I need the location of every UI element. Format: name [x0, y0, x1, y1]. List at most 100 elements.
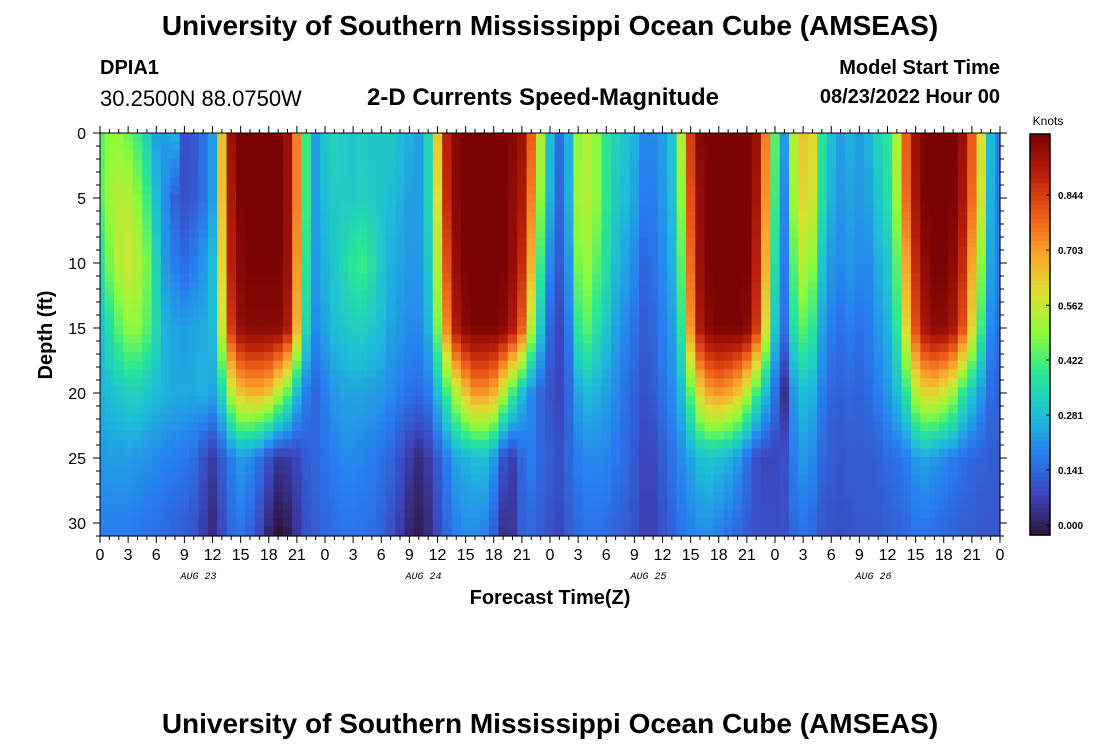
heatmap-cell [939, 413, 950, 423]
heatmap-cell [442, 194, 453, 204]
heatmap-cell [498, 430, 509, 441]
heatmap-cell [920, 229, 931, 239]
heatmap-cell [573, 492, 584, 502]
heatmap-cell [198, 509, 209, 520]
heatmap-cell [995, 369, 1001, 379]
heatmap-cell [254, 369, 265, 379]
heatmap-cell [282, 387, 293, 397]
heatmap-cell [142, 246, 153, 257]
heatmap-cell [957, 360, 968, 371]
heatmap-cell [479, 404, 490, 414]
heatmap-cell [639, 133, 650, 143]
heatmap-cell [920, 395, 931, 406]
heatmap-cell [629, 194, 640, 204]
heatmap-cell [704, 422, 715, 432]
heatmap-cell [807, 238, 818, 248]
colorbar-swatch [1030, 454, 1050, 460]
heatmap-cell [657, 343, 668, 353]
heatmap-cell [348, 203, 359, 213]
heatmap-cell [329, 457, 340, 467]
heatmap-cell [385, 334, 396, 344]
heatmap-cell [779, 395, 790, 406]
heatmap-cell [892, 211, 903, 222]
heatmap-cell [245, 281, 256, 292]
heatmap-cell [770, 316, 781, 327]
heatmap-cell [892, 465, 903, 476]
heatmap-cell [545, 133, 556, 143]
heatmap-cell [348, 141, 359, 152]
heatmap-cell [676, 281, 687, 292]
heatmap-cell [132, 492, 143, 502]
heatmap-cell [114, 264, 125, 274]
heatmap-cell [310, 194, 321, 204]
heatmap-cell [479, 483, 490, 493]
heatmap-cell [976, 255, 987, 266]
heatmap-cell [100, 422, 106, 432]
heatmap-cell [507, 448, 518, 458]
heatmap-cell [835, 203, 846, 213]
heatmap-cell [704, 194, 715, 204]
colorbar-swatch [1030, 441, 1050, 447]
heatmap-cell [414, 492, 425, 502]
heatmap-cell [882, 290, 893, 301]
heatmap-cell [639, 334, 650, 344]
heatmap-cell [723, 255, 734, 266]
heatmap-cell [657, 211, 668, 222]
heatmap-cell [470, 430, 481, 441]
heatmap-cell [901, 500, 912, 511]
heatmap-cell [301, 483, 312, 493]
heatmap-cell [592, 474, 603, 485]
heatmap-cell [339, 439, 350, 449]
heatmap-cell [217, 290, 228, 301]
heatmap-cell [948, 246, 959, 257]
heatmap-cell [310, 483, 321, 493]
heatmap-cell [376, 316, 387, 327]
heatmap-cell [104, 474, 115, 485]
heatmap-cell [732, 159, 743, 169]
heatmap-cell [498, 255, 509, 266]
heatmap-cell [329, 220, 340, 230]
heatmap-cell [104, 343, 115, 353]
heatmap-cell [226, 518, 237, 528]
heatmap-cell [151, 518, 162, 528]
heatmap-cell [282, 518, 293, 528]
heatmap-cell [582, 159, 593, 169]
heatmap-cell [732, 246, 743, 257]
heatmap-cell [985, 492, 996, 502]
heatmap-cell [592, 527, 603, 537]
heatmap-cell [282, 264, 293, 274]
heatmap-cell [292, 290, 303, 301]
heatmap-cell [517, 430, 528, 441]
heatmap-cell [854, 413, 865, 423]
heatmap-cell [985, 352, 996, 362]
heatmap-cell [939, 211, 950, 222]
heatmap-cell [132, 229, 143, 239]
heatmap-cell [985, 422, 996, 432]
heatmap-cell [985, 168, 996, 178]
heatmap-cell [854, 290, 865, 301]
heatmap-cell [189, 133, 200, 143]
colorbar-swatch [1030, 307, 1050, 313]
heatmap-cell [526, 422, 537, 432]
heatmap-cell [892, 194, 903, 204]
heatmap-cell [254, 430, 265, 441]
heatmap-cell [376, 404, 387, 414]
heatmap-cell [704, 369, 715, 379]
heatmap-cell [742, 220, 753, 230]
heatmap-cell [610, 360, 621, 371]
heatmap-cell [807, 281, 818, 292]
heatmap-cell [807, 150, 818, 160]
heatmap-cell [460, 343, 471, 353]
heatmap-cell [207, 246, 218, 257]
heatmap-cell [376, 483, 387, 493]
heatmap-cell [395, 246, 406, 257]
heatmap-cell [517, 308, 528, 318]
heatmap-cell [132, 448, 143, 458]
heatmap-cell [901, 430, 912, 441]
heatmap-cell [385, 448, 396, 458]
heatmap-cell [470, 255, 481, 266]
heatmap-cell [254, 492, 265, 502]
heatmap-cell [414, 527, 425, 537]
heatmap-cell [620, 343, 631, 353]
heatmap-cell [189, 395, 200, 406]
